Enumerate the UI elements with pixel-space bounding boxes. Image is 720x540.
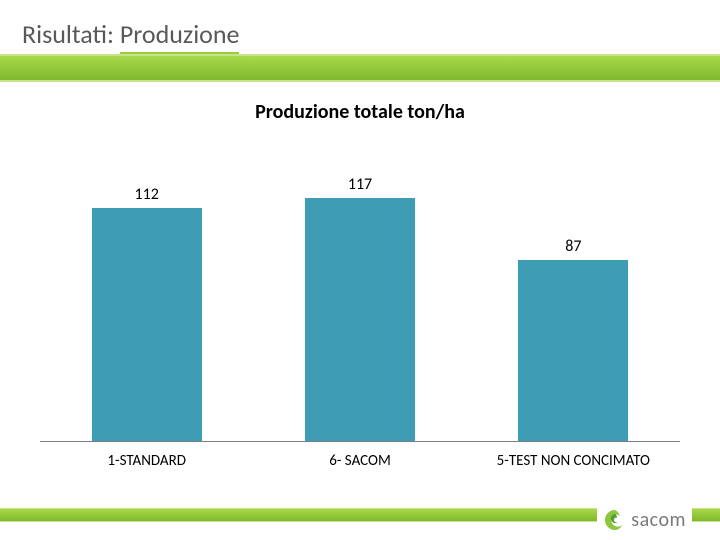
bar-value-label: 87 [565,237,581,256]
bar-group: 87 [467,237,680,441]
bar-value-label: 117 [348,175,372,194]
chart-title: Produzione totale ton/ha [40,100,680,124]
chart-container: Produzione totale ton/ha 112 117 87 1-STAN… [40,100,680,480]
slide-title: Risultati: Produzione [22,18,239,50]
brand-logo: sacom [597,508,692,532]
chart-x-axis: 1-STANDARD6- SACOM5-TEST NON CONCIMATO [40,452,680,470]
header-accent-band [0,54,720,82]
bar [92,208,202,441]
slide-title-main: Produzione [120,18,240,54]
bar [305,198,415,441]
x-axis-category: 6- SACOM [253,452,466,470]
logo-swirl-icon [603,508,627,532]
bar-group: 112 [40,185,253,441]
x-axis-category: 1-STANDARD [40,452,253,470]
bar-group: 117 [253,175,466,441]
x-axis-category: 5-TEST NON CONCIMATO [467,452,680,470]
logo-text: sacom [631,508,686,532]
chart-plot-area: 112 117 87 [40,142,680,442]
bar-value-label: 112 [135,185,159,204]
slide-title-prefix: Risultati: [22,18,120,50]
bar [518,260,628,441]
